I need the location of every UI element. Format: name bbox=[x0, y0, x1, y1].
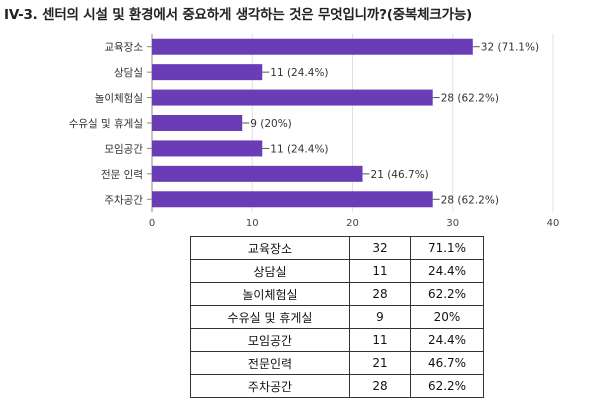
table-cell-category: 수유실 및 휴게실 bbox=[190, 305, 350, 329]
value-label: 11 (24.4%) bbox=[270, 67, 328, 79]
table-cell-percent: 24.4% bbox=[410, 259, 484, 283]
category-label: 수유실 및 휴게실 bbox=[69, 118, 143, 130]
table-row: 수유실 및 휴게실 9 20% bbox=[190, 305, 484, 329]
bar bbox=[152, 38, 473, 55]
bar bbox=[152, 140, 263, 157]
data-table: 교육장소 32 71.1% 상담실 11 24.4% 놀이체험실 28 62.2% 수유실 및 휴… bbox=[190, 236, 484, 398]
value-label: 28 (62.2%) bbox=[441, 194, 499, 206]
table-cell-percent: 20% bbox=[410, 305, 484, 329]
grid-lines bbox=[147, 34, 554, 212]
table-cell-count: 21 bbox=[349, 351, 411, 375]
category-label: 전문 인력 bbox=[101, 169, 143, 181]
bar bbox=[152, 89, 433, 106]
x-tick-label: 10 bbox=[246, 218, 259, 229]
bars bbox=[152, 38, 473, 208]
value-label: 28 (62.2%) bbox=[441, 93, 499, 105]
table-row: 상담실 11 24.4% bbox=[190, 259, 484, 283]
table-cell-percent: 24.4% bbox=[410, 328, 484, 352]
category-label: 교육장소 bbox=[104, 42, 143, 54]
value-label: 32 (71.1%) bbox=[481, 42, 539, 54]
bar bbox=[152, 64, 263, 81]
value-label: 21 (46.7%) bbox=[371, 169, 429, 181]
category-label: 상담실 bbox=[114, 67, 143, 79]
labels: 0 10 20 30 40 교육장소 32 (71.1%) 상담실 11 (24.4%) 놀이체험… bbox=[69, 42, 560, 229]
value-label: 11 (24.4%) bbox=[270, 143, 328, 155]
table-cell-count: 9 bbox=[349, 305, 411, 329]
table-cell-percent: 71.1% bbox=[410, 236, 484, 260]
table-cell-category: 놀이체험실 bbox=[190, 282, 350, 306]
category-label: 놀이체험실 bbox=[95, 93, 143, 105]
table-cell-category: 전문인력 bbox=[190, 351, 350, 375]
value-label: 9 (20%) bbox=[250, 118, 292, 130]
table-cell-category: 상담실 bbox=[190, 259, 350, 283]
bar bbox=[152, 115, 243, 131]
table-row: 주차공간 28 62.2% bbox=[190, 374, 484, 398]
bar bbox=[152, 165, 363, 182]
table-cell-category: 모임공간 bbox=[190, 328, 350, 352]
table-row: 전문인력 21 46.7% bbox=[190, 351, 484, 375]
category-label: 주차공간 bbox=[104, 194, 143, 206]
table-cell-count: 28 bbox=[349, 374, 411, 398]
chart-title: IV-3. 센터의 시설 및 환경에서 중요하게 생각하는 것은 무엇입니까?(… bbox=[4, 7, 473, 23]
table-cell-category: 주차공간 bbox=[190, 374, 350, 398]
x-tick-label: 40 bbox=[547, 218, 560, 229]
table-cell-count: 11 bbox=[349, 259, 411, 283]
table-cell-count: 11 bbox=[349, 328, 411, 352]
bar-chart: 0 10 20 30 40 교육장소 32 (71.1%) 상담실 11 (24.4%) 놀이체험… bbox=[69, 34, 560, 229]
table-cell-count: 28 bbox=[349, 282, 411, 306]
table-row: 교육장소 32 71.1% bbox=[190, 236, 484, 260]
x-tick-label: 0 bbox=[149, 218, 155, 229]
category-label: 모임공간 bbox=[104, 142, 143, 155]
x-tick-label: 30 bbox=[446, 218, 459, 229]
table-cell-percent: 62.2% bbox=[410, 374, 484, 398]
table-cell-percent: 62.2% bbox=[410, 282, 484, 306]
table-row: 놀이체험실 28 62.2% bbox=[190, 282, 484, 306]
x-tick-label: 20 bbox=[346, 218, 359, 229]
table-row: 모임공간 11 24.4% bbox=[190, 328, 484, 352]
table-cell-percent: 46.7% bbox=[410, 351, 484, 375]
bar bbox=[152, 191, 433, 208]
table-cell-count: 32 bbox=[349, 236, 411, 260]
table-cell-category: 교육장소 bbox=[190, 236, 350, 260]
